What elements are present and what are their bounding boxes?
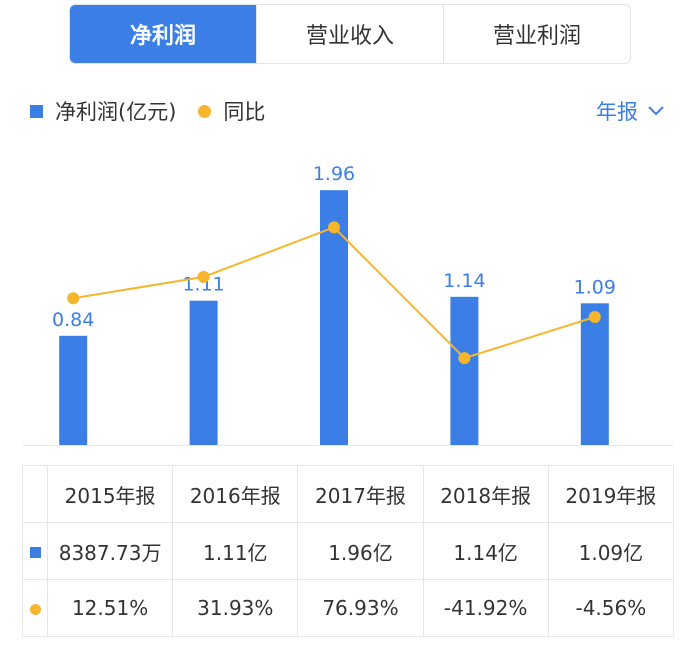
yoy-point — [328, 221, 340, 234]
table-corner-cell — [22, 465, 48, 523]
yoy-marker-cell — [22, 579, 48, 637]
period-label: 年报 — [596, 100, 638, 124]
line-legend-label: 同比 — [223, 100, 266, 124]
net-profit-cell: 1.14亿 — [422, 522, 549, 580]
yoy-row: 12.51% 31.93% 76.93% -41.92% -4.56% — [22, 579, 675, 637]
yoy-point — [197, 270, 210, 283]
net-profit-chart: 0.841.111.961.14 1.09 — [22, 163, 674, 446]
bar-legend-label: 净利润(亿元) — [55, 100, 177, 124]
bar-value-label: 1.09 — [574, 276, 616, 298]
yoy-cell: -4.56% — [547, 579, 675, 637]
yoy-cell: -41.92% — [422, 579, 549, 637]
yoy-point — [67, 292, 80, 305]
yoy-cell: 31.93% — [172, 579, 299, 637]
table-header-cell: 2017年报 — [297, 465, 424, 523]
net-profit-bar — [580, 303, 609, 445]
net-profit-square-icon — [29, 547, 41, 558]
net-profit-cell: 1.11亿 — [172, 522, 299, 580]
yoy-dot-icon — [29, 604, 41, 615]
bar-value-label: 1.14 — [443, 270, 485, 292]
data-table: 2015年报 2016年报 2017年报 2018年报 2019年报 8387.… — [22, 465, 675, 637]
net-profit-marker-cell — [22, 522, 48, 580]
net-profit-cell: 1.96亿 — [297, 522, 424, 580]
bar-value-label: 1.96 — [313, 163, 355, 185]
table-header-cell: 2019年报 — [547, 465, 675, 523]
net-profit-bar — [59, 335, 88, 445]
table-header-cell: 2015年报 — [46, 465, 174, 523]
table-header-cell: 2016年报 — [172, 465, 299, 523]
metric-tabs: 净利润 营业收入 营业利润 — [69, 4, 631, 64]
net-profit-row: 8387.73万 1.11亿 1.96亿 1.14亿 1.09亿 — [22, 522, 675, 580]
tab-operating-revenue[interactable]: 营业收入 — [256, 5, 443, 63]
period-selector[interactable]: 年报 — [596, 96, 664, 126]
net-profit-cell: 8387.73万 — [46, 522, 174, 580]
bar-value-label: 0.84 — [52, 309, 94, 331]
yoy-point — [588, 311, 601, 324]
net-profit-bar — [189, 300, 218, 445]
net-profit-cell: 1.09亿 — [547, 522, 675, 580]
table-header-row: 2015年报 2016年报 2017年报 2018年报 2019年报 — [22, 465, 675, 523]
table-header-cell: 2018年报 — [422, 465, 549, 523]
yoy-cell: 76.93% — [297, 579, 424, 637]
yoy-cell: 12.51% — [46, 579, 174, 637]
bar-legend-square-icon — [30, 104, 43, 118]
net-profit-bar — [450, 296, 479, 445]
line-legend-dot-icon — [198, 104, 212, 118]
chevron-down-icon — [648, 106, 664, 116]
yoy-point — [458, 352, 471, 365]
chart-legend: 净利润(亿元) 同比 — [30, 96, 265, 126]
tab-net-profit[interactable]: 净利润 — [70, 5, 256, 63]
tab-operating-profit[interactable]: 营业利润 — [443, 5, 630, 63]
